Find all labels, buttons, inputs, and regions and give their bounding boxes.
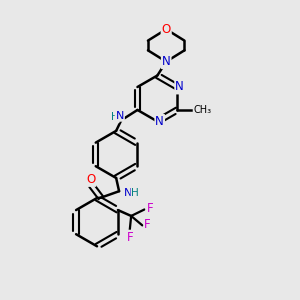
Text: CH₃: CH₃ xyxy=(194,105,211,115)
Text: O: O xyxy=(86,173,95,186)
Text: F: F xyxy=(144,218,151,231)
Text: H: H xyxy=(111,112,119,122)
Text: N: N xyxy=(116,111,124,121)
Text: F: F xyxy=(127,231,134,244)
Text: N: N xyxy=(175,80,184,94)
Text: H: H xyxy=(131,188,139,198)
Text: N: N xyxy=(155,115,164,128)
Text: O: O xyxy=(162,23,171,36)
Text: F: F xyxy=(146,202,153,215)
Text: N: N xyxy=(124,188,132,198)
Text: N: N xyxy=(162,55,171,68)
